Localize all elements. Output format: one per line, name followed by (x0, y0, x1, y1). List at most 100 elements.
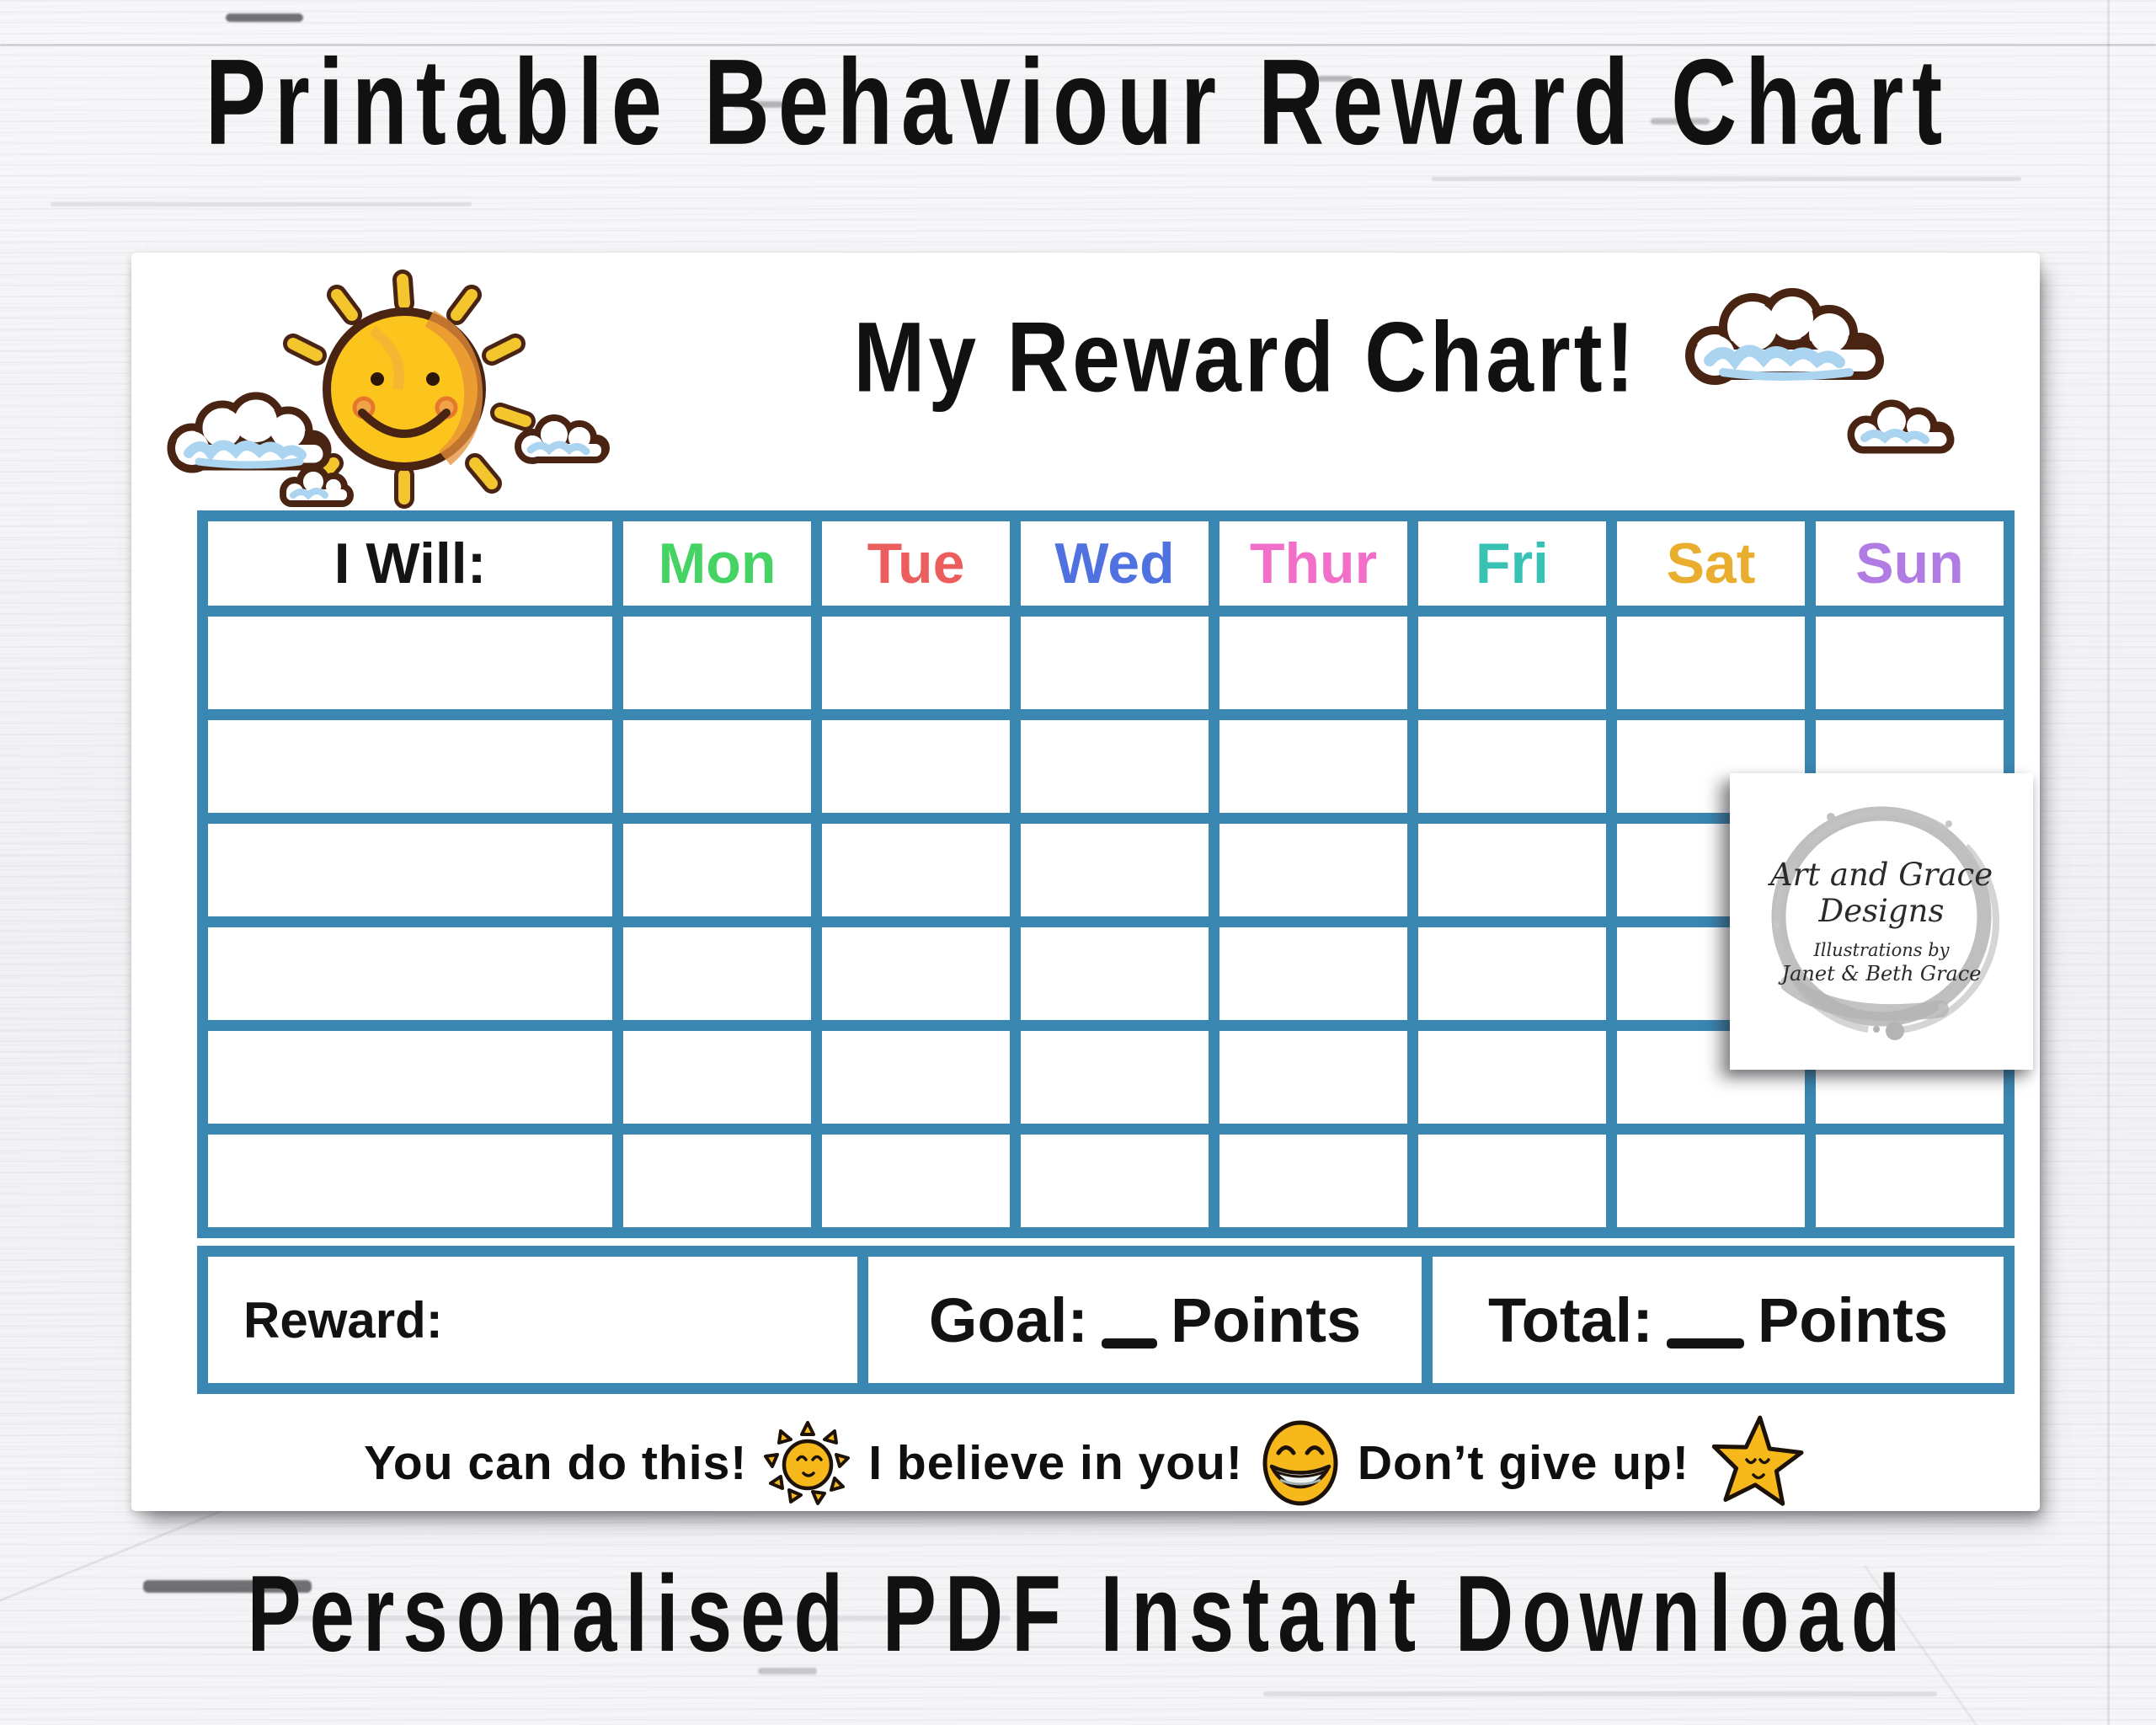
clouds-illustration (1685, 288, 1955, 454)
encouragement-3: Don’t give up! (1357, 1436, 1689, 1490)
behaviour-cell (197, 916, 623, 1031)
day-cell (811, 916, 1021, 1031)
brand-text: Art and Grace Designs Illustrations by J… (1730, 773, 2033, 1070)
wood-mark (143, 1580, 312, 1593)
sun-clouds-illustration (167, 270, 610, 509)
day-cell (811, 709, 1021, 824)
day-cell (1010, 813, 1219, 927)
brand-watermark-card: Art and Grace Designs Illustrations by J… (1730, 773, 2033, 1070)
behaviour-cell (197, 813, 623, 927)
column-header-wed: Wed (1010, 510, 1219, 617)
goal-points-label: Points (1171, 1284, 1362, 1355)
behaviour-cell (197, 1124, 623, 1238)
day-cell (1407, 606, 1617, 720)
goal-blank-line (1102, 1338, 1158, 1348)
reward-cell: Reward: (208, 1257, 858, 1383)
day-cell (811, 606, 1021, 720)
total-points-label: Points (1757, 1284, 1948, 1355)
reward-table: I Will: Mon Tue Wed Thur Fri Sat Sun (197, 510, 2015, 1238)
wood-mark (733, 101, 783, 108)
brand-artists: Janet & Beth Grace (1781, 961, 1982, 985)
day-cell (1407, 709, 1617, 824)
total-label: Total: (1487, 1284, 1653, 1355)
listing-subtitle-text: Personalised PDF Instant Download (247, 1553, 1909, 1675)
brand-name-line1: Art and Grace (1769, 857, 1993, 894)
column-header-tue: Tue (811, 510, 1021, 617)
day-cell (612, 1124, 822, 1238)
behaviour-cell (197, 709, 623, 824)
day-cell (1010, 1124, 1219, 1238)
total-blank-line (1666, 1338, 1744, 1348)
day-cell (811, 1124, 1021, 1238)
star-emoji-icon (1711, 1415, 1804, 1506)
column-header-i-will: I Will: (197, 510, 623, 617)
plank-line (0, 1646, 2156, 1648)
day-cell (1209, 916, 1418, 1031)
brand-byline: Illustrations by (1813, 939, 1950, 960)
wood-streak (1263, 1691, 1937, 1696)
encouragement-2: I believe in you! (868, 1436, 1243, 1490)
reward-chart-card: My Reward Chart! (131, 253, 2040, 1511)
encouragement-1: You can do this! (364, 1436, 748, 1490)
table-body (197, 606, 2015, 1238)
wood-streak (51, 202, 472, 206)
day-cell (1209, 709, 1418, 824)
day-cell (612, 1020, 822, 1135)
day-cell (1805, 1124, 2015, 1238)
wood-mark (1314, 76, 1353, 82)
plank-line (0, 44, 2156, 46)
column-header-thur: Thur (1209, 510, 1418, 617)
day-cell (1407, 916, 1617, 1031)
day-cell (1010, 606, 1219, 720)
column-header-sun: Sun (1805, 510, 2015, 617)
wood-mark (226, 13, 303, 22)
day-cell (1407, 1020, 1617, 1135)
encouragement-row: You can do this! I believe (131, 1413, 2040, 1514)
table-row (197, 1124, 2015, 1238)
sun-emoji-icon (764, 1421, 851, 1505)
listing-subtitle: Personalised PDF Instant Download (0, 1554, 2156, 1674)
table-row (197, 709, 2015, 824)
plank-line (2107, 0, 2110, 1725)
table-header-row: I Will: Mon Tue Wed Thur Fri Sat Sun (197, 510, 2015, 617)
day-cell (612, 606, 822, 720)
day-cell (1209, 1020, 1418, 1135)
goal-label: Goal: (928, 1284, 1089, 1355)
day-cell (1209, 606, 1418, 720)
summary-row: Reward: Goal: Points Total: Points (197, 1246, 2015, 1394)
day-cell (1805, 606, 2015, 720)
day-cell (1209, 1124, 1418, 1238)
wood-streak (253, 1616, 1011, 1621)
total-cell: Total: Points (1432, 1257, 2004, 1383)
reward-label: Reward: (243, 1291, 443, 1348)
table-row (197, 606, 2015, 720)
wood-streak (1432, 177, 2021, 181)
column-header-fri: Fri (1407, 510, 1617, 617)
column-header-sat: Sat (1606, 510, 1816, 617)
grin-emoji-icon (1262, 1420, 1338, 1506)
wood-mark (758, 1668, 817, 1674)
day-cell (612, 709, 822, 824)
brand-name-line2: Designs (1818, 893, 1945, 929)
day-cell (1606, 606, 1816, 720)
day-cell (1606, 1124, 1816, 1238)
day-cell (1010, 1020, 1219, 1135)
day-cell (1407, 813, 1617, 927)
listing-title-text: Printable Behaviour Reward Chart (205, 33, 1951, 170)
chart-title: My Reward Chart! (131, 302, 2040, 413)
column-header-mon: Mon (612, 510, 822, 617)
day-cell (612, 916, 822, 1031)
day-cell (1209, 813, 1418, 927)
chart-title-text: My Reward Chart! (853, 301, 1638, 414)
wood-mark (1651, 118, 1710, 125)
brush-circle-icon (1771, 806, 1999, 1040)
behaviour-cell (197, 1020, 623, 1135)
day-cell (1010, 916, 1219, 1031)
behaviour-cell (197, 606, 623, 720)
card-header: My Reward Chart! (131, 253, 2040, 509)
listing-title: Printable Behaviour Reward Chart (0, 33, 2156, 169)
day-cell (811, 813, 1021, 927)
day-cell (1407, 1124, 1617, 1238)
day-cell (1010, 709, 1219, 824)
